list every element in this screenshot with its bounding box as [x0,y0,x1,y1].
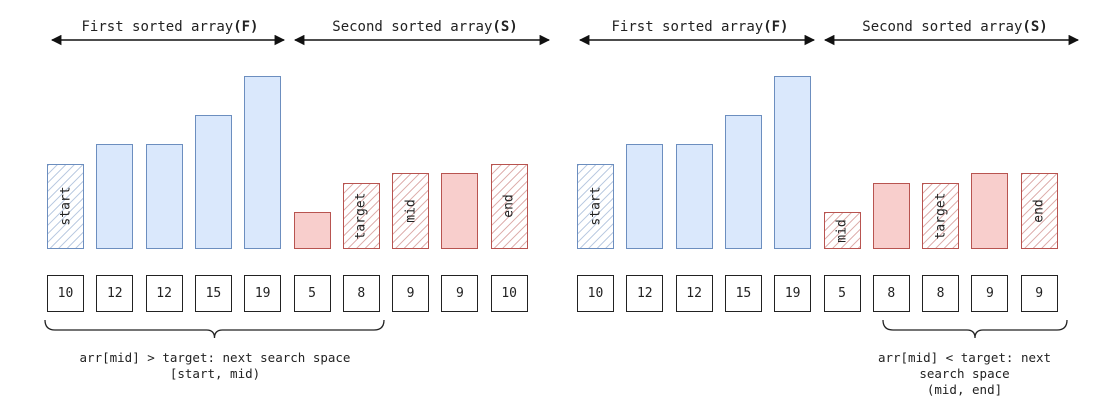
panel2-cell-7: 8 [922,275,960,312]
panel2-cell-8: 9 [971,275,1009,312]
panel2-cell-6: 8 [872,275,910,312]
panel1-bar-4 [244,76,282,249]
panel1-second-array-header: Second sorted array(S) [300,16,550,38]
panel1-pointer-mid: mid [403,199,419,223]
panel2-bar-0: start [577,163,614,249]
panel1-cell-9: 10 [490,275,528,312]
panel2-note-line1: arr[mid] < target: next [877,350,1052,365]
panel2-bar-2 [675,144,713,249]
panel2-cell-5: 5 [823,275,861,312]
panel2-second-array-header: Second sorted array(S) [830,16,1080,38]
panel1-pointer-end: end [501,194,517,218]
panel2-search-space-brace [882,319,1068,339]
panel1-search-space-brace [44,319,385,339]
panel1-bar-2 [145,144,183,249]
panel1-second-array-tag: (S) [492,19,518,35]
panel1-cell-4: 19 [244,275,282,312]
panel1-bar-6: target [342,182,380,249]
panel2-bar-7: target [922,182,960,249]
panel1-note-line2: [start, mid) [169,366,261,381]
panel2-first-array-label: First sorted array [611,19,764,35]
panel2-note: arr[mid] < target: next search space (mi… [862,350,1067,398]
panel1-second-array-label: Second sorted array [332,19,493,35]
panel2-first-array-tag: (F) [763,19,789,35]
panel1-cell-0: 10 [47,275,84,312]
panel2-bar-5: mid [823,212,861,249]
panel2-bar-9: end [1020,173,1058,249]
panel1-cell-7: 9 [392,275,430,312]
panel2-bar-8 [971,173,1009,249]
panel1-note: arr[mid] > target: next search space [st… [40,350,390,382]
panel2-first-array-header: First sorted array(F) [580,16,820,38]
panel2-cell-0: 10 [577,275,614,312]
panel1-first-array-label: First sorted array [81,19,234,35]
panel1-bar-1 [96,144,134,249]
panel2-pointer-end: end [1031,199,1047,223]
panel2-cell-1: 12 [626,275,664,312]
panel1-cell-1: 12 [96,275,134,312]
panel2-note-line3: (mid, end] [926,382,1003,397]
panel1-bar-0: start [47,163,84,249]
panel1-bar-9: end [490,163,528,249]
panel1-cell-6: 8 [342,275,380,312]
panel1-note-line1: arr[mid] > target: next search space [79,350,351,365]
panel1-pointer-target: target [353,192,369,240]
panel1-bar-7: mid [392,173,430,249]
panel2-pointer-start: start [588,186,603,226]
panel2-bar-6 [872,182,910,249]
panel1-bar-5 [293,212,331,249]
panel1-first-array-header: First sorted array(F) [50,16,290,38]
panel1-bar-8 [441,173,479,249]
panel1-cell-8: 9 [441,275,479,312]
panel2-cell-9: 9 [1020,275,1058,312]
panel2-pointer-mid: mid [834,218,850,243]
panel2-note-line2: search space [919,366,1010,381]
panel2-bar-1 [626,144,664,249]
panel1-bar-3 [194,115,232,249]
panel2-bar-3 [724,115,762,249]
panel1-cell-2: 12 [145,275,183,312]
panel1-pointer-start: start [58,186,73,226]
panel1-cell-3: 15 [194,275,232,312]
panel2-bar-4 [774,76,812,249]
panel1-first-array-tag: (F) [233,19,259,35]
panel1-cell-5: 5 [293,275,331,312]
panel2-second-array-tag: (S) [1022,19,1048,35]
panel2-pointer-target: target [933,192,949,240]
panel2-second-array-label: Second sorted array [862,19,1023,35]
panel2-cell-2: 12 [675,275,713,312]
panel2-cell-4: 19 [774,275,812,312]
panel2-cell-3: 15 [724,275,762,312]
